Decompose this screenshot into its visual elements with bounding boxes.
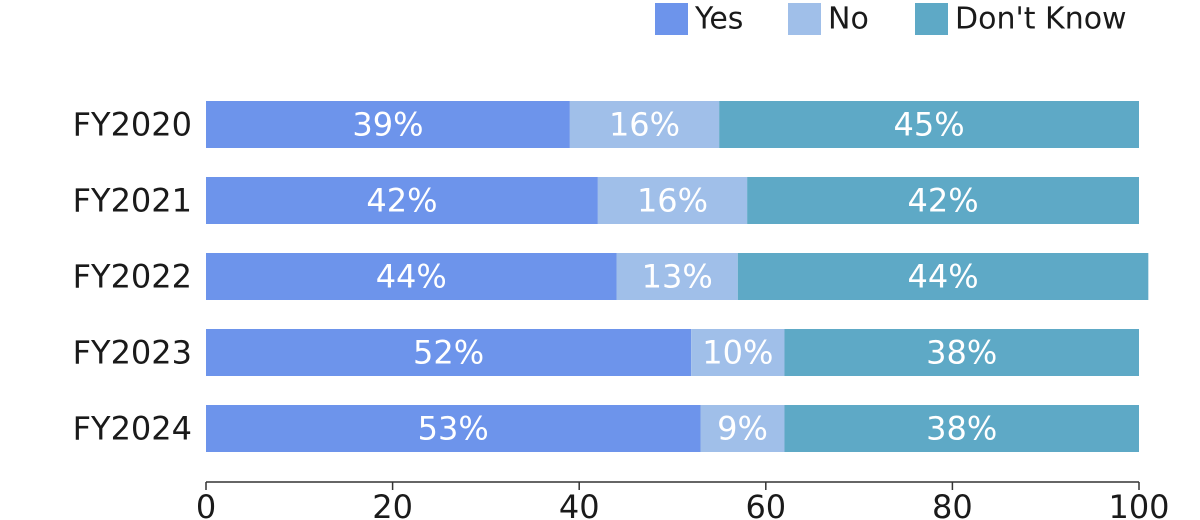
x-axis: 0 20 40 60 80 100 [196, 481, 1170, 520]
bar-segment-yes [206, 329, 692, 376]
data-label: 44% [908, 258, 979, 296]
data-label: 9% [717, 410, 768, 448]
legend-item-no: No [788, 2, 869, 37]
category-label: FY2022 [73, 258, 192, 296]
legend-swatch [655, 3, 688, 35]
legend-label: Don't Know [955, 2, 1127, 37]
data-label: 16% [609, 106, 680, 144]
bar-segment-no [700, 405, 785, 452]
x-tick-label: 0 [196, 488, 216, 520]
data-label: 42% [908, 182, 979, 220]
data-label: 38% [926, 410, 997, 448]
bar-segment-don-t-know [719, 101, 1139, 148]
category-label: FY2020 [73, 106, 192, 144]
category-label: FY2021 [73, 182, 192, 220]
data-label: 53% [418, 410, 489, 448]
bar-row-fy2024: FY2024 53% 9% 38% [73, 405, 1139, 452]
bar-segment-don-t-know [747, 177, 1139, 224]
data-label: 39% [352, 106, 423, 144]
legend-label: Yes [694, 2, 743, 37]
bar-segment-don-t-know [784, 329, 1139, 376]
bar-segment-don-t-know [737, 253, 1149, 300]
data-label: 42% [366, 182, 437, 220]
x-tick-label: 60 [745, 488, 786, 520]
bar-segment-yes [206, 405, 701, 452]
bar-segment-yes [206, 177, 598, 224]
data-label: 52% [413, 334, 484, 372]
data-label: 13% [642, 258, 713, 296]
bar-segment-no [691, 329, 785, 376]
bar-segment-yes [206, 101, 570, 148]
legend: Yes No Don't Know [655, 2, 1127, 37]
bar-segment-yes [206, 253, 617, 300]
bar-row-fy2021: FY2021 42% 16% 42% [73, 177, 1139, 224]
legend-swatch [788, 3, 821, 35]
legend-swatch [915, 3, 948, 35]
x-tick-label: 100 [1108, 488, 1169, 520]
data-label: 38% [926, 334, 997, 372]
bar-segment-no [616, 253, 738, 300]
bar-row-fy2020: FY2020 39% 16% 45% [73, 101, 1139, 148]
data-label: 45% [894, 106, 965, 144]
legend-item-don-t-know: Don't Know [915, 2, 1127, 37]
x-tick-label: 80 [932, 488, 973, 520]
data-label: 10% [702, 334, 773, 372]
data-label: 44% [376, 258, 447, 296]
category-label: FY2024 [73, 410, 192, 448]
bar-segment-no [597, 177, 748, 224]
x-tick-label: 20 [372, 488, 413, 520]
legend-label: No [828, 2, 869, 37]
plot-area: FY2020 39% 16% 45% FY2021 42% 16% 42% FY2022 44% 1… [73, 101, 1149, 452]
bar-row-fy2022: FY2022 44% 13% 44% [73, 253, 1149, 300]
bar-segment-no [569, 101, 720, 148]
legend-item-yes: Yes [655, 2, 743, 37]
category-label: FY2023 [73, 334, 192, 372]
data-label: 16% [637, 182, 708, 220]
x-tick-label: 40 [559, 488, 600, 520]
bar-segment-don-t-know [784, 405, 1139, 452]
bar-row-fy2023: FY2023 52% 10% 38% [73, 329, 1139, 376]
